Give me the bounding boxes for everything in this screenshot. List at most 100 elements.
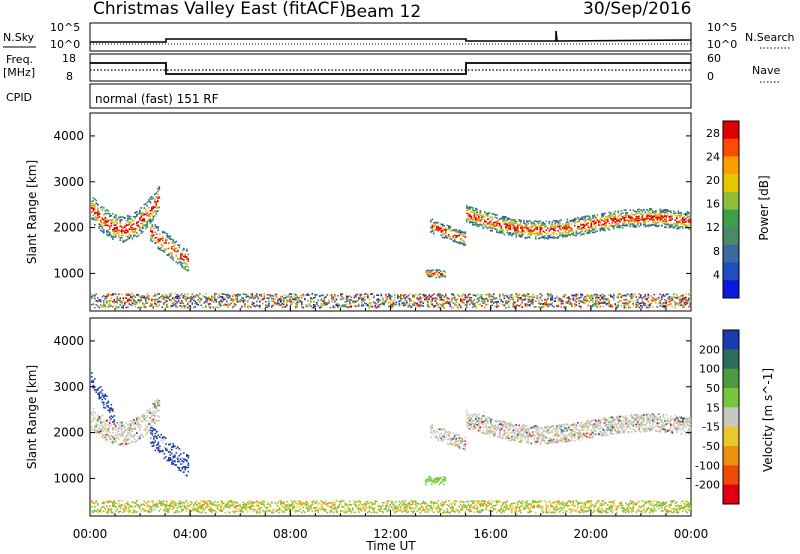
data-cell — [452, 296, 455, 299]
data-cell — [101, 414, 104, 417]
data-cell — [364, 296, 366, 299]
data-cell — [151, 198, 153, 200]
data-cell — [622, 224, 624, 226]
data-cell — [362, 304, 365, 307]
data-cell — [214, 296, 216, 299]
data-cell — [544, 237, 546, 239]
data-cell — [180, 458, 182, 461]
data-cell — [632, 295, 635, 298]
data-cell — [431, 299, 434, 302]
data-cell — [577, 216, 579, 219]
data-cell — [95, 430, 98, 432]
data-cell — [209, 299, 212, 301]
data-cell — [151, 415, 153, 417]
data-cell — [596, 230, 599, 232]
data-cell — [335, 298, 338, 301]
data-cell — [460, 233, 462, 235]
data-cell — [554, 227, 557, 229]
data-cell — [379, 299, 381, 301]
data-cell — [116, 299, 119, 302]
data-cell — [91, 295, 93, 298]
data-cell — [184, 467, 187, 470]
data-cell — [580, 223, 582, 226]
data-cell — [583, 225, 585, 228]
data-cell — [159, 238, 161, 241]
data-cell — [617, 224, 620, 226]
data-cell — [127, 431, 129, 434]
data-cell — [499, 295, 501, 298]
data-cell — [652, 218, 654, 220]
data-cell — [227, 306, 230, 309]
data-cell — [148, 206, 150, 209]
data-cell — [183, 452, 185, 454]
data-cell — [512, 298, 515, 301]
data-cell — [104, 407, 107, 409]
data-cell — [554, 222, 557, 225]
data-cell — [121, 302, 123, 305]
data-cell — [515, 304, 518, 307]
data-cell — [283, 303, 285, 306]
data-cell — [661, 210, 663, 212]
data-cell — [656, 221, 659, 224]
data-cell — [518, 231, 521, 234]
data-cell — [434, 229, 437, 231]
data-cell — [112, 431, 114, 434]
data-cell — [428, 275, 430, 278]
data-cell — [578, 300, 581, 302]
data-cell — [490, 230, 492, 232]
data-cell — [283, 301, 285, 303]
data-cell — [638, 212, 641, 214]
data-cell — [652, 211, 654, 214]
data-cell — [91, 426, 93, 428]
data-cell — [416, 302, 419, 305]
data-cell — [302, 294, 305, 297]
data-cell — [688, 212, 690, 215]
data-cell — [122, 425, 125, 428]
data-cell — [410, 306, 413, 309]
data-cell — [677, 221, 680, 223]
data-cell — [271, 305, 273, 308]
data-cell — [451, 299, 453, 301]
data-cell — [514, 219, 516, 221]
data-cell — [521, 227, 524, 229]
data-cell — [136, 211, 138, 213]
data-cell — [166, 235, 169, 237]
data-cell — [599, 218, 602, 221]
data-cell — [544, 231, 546, 234]
data-cell — [620, 218, 623, 220]
data-cell — [106, 230, 108, 232]
data-cell — [329, 306, 332, 309]
data-cell — [614, 303, 617, 306]
data-cell — [334, 294, 336, 296]
data-cell — [178, 295, 180, 298]
data-cell — [620, 296, 623, 298]
data-cell — [358, 303, 360, 306]
data-cell — [134, 217, 137, 220]
data-cell — [142, 214, 144, 216]
data-cell — [175, 247, 178, 250]
data-cell — [212, 301, 215, 303]
data-cell — [166, 306, 168, 308]
data-cell — [257, 305, 260, 307]
data-cell — [472, 209, 474, 211]
data-cell — [168, 253, 170, 255]
data-cell — [590, 219, 593, 222]
data-cell — [157, 415, 159, 417]
data-cell — [683, 297, 686, 299]
data-cell — [572, 218, 575, 221]
data-cell — [146, 293, 149, 295]
data-cell — [469, 206, 471, 208]
data-cell — [154, 237, 157, 239]
data-cell — [430, 427, 432, 429]
data-cell — [587, 215, 590, 217]
data-cell — [187, 269, 190, 272]
data-cell — [473, 209, 476, 212]
data-cell — [634, 221, 636, 223]
data-cell — [221, 300, 224, 303]
data-cell — [467, 300, 470, 303]
data-cell — [331, 300, 333, 303]
data-cell — [524, 304, 527, 307]
data-cell — [610, 216, 612, 218]
data-cell — [143, 306, 146, 308]
data-cell — [437, 226, 440, 228]
